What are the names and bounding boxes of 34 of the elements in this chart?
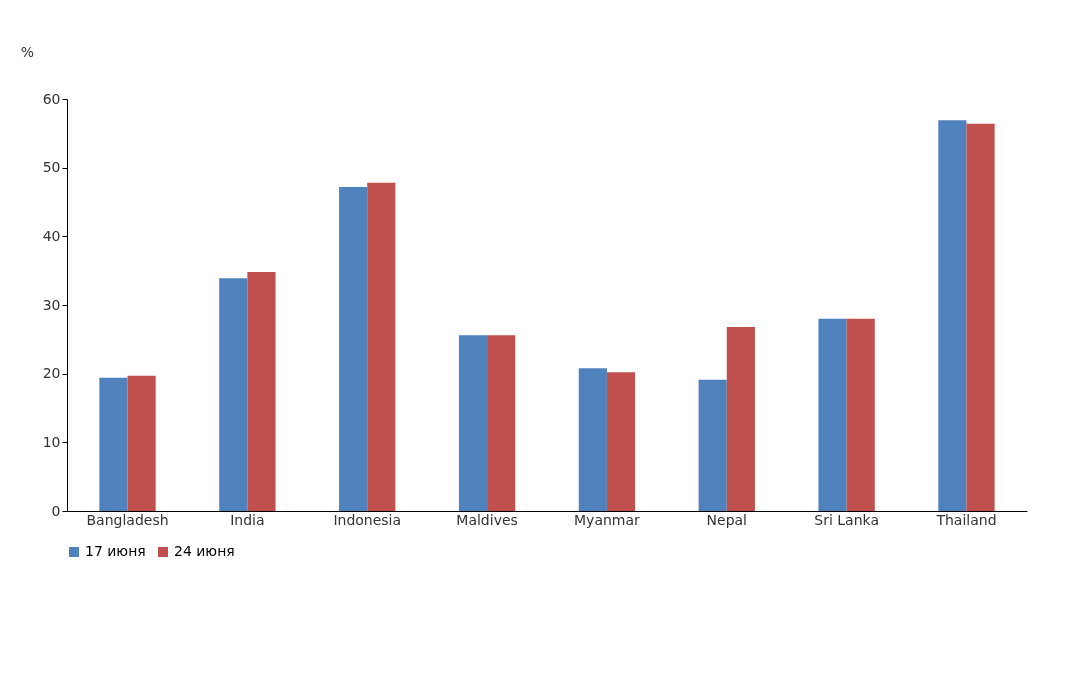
bar	[458, 335, 488, 511]
y-tick-label: 10	[42, 433, 61, 450]
y-tick-label: 50	[42, 159, 61, 176]
bar	[219, 278, 248, 511]
x-tick-label: India	[230, 511, 265, 528]
x-tick-label: Thailand	[935, 511, 997, 528]
x-tick-label: Bangladesh	[86, 511, 169, 528]
bar	[698, 379, 727, 511]
y-tick-label: 30	[42, 296, 61, 313]
bar	[578, 368, 607, 511]
bar	[127, 375, 156, 511]
bar	[99, 377, 128, 511]
y-tick-label: 40	[42, 227, 61, 244]
x-tick-label: Myanmar	[574, 511, 641, 528]
y-tick-label: 0	[51, 502, 61, 519]
y-tick-label: 20	[42, 365, 61, 382]
bar	[966, 123, 995, 511]
bar	[487, 335, 516, 511]
x-tick-label: Indonesia	[333, 511, 402, 528]
bar	[247, 272, 276, 511]
bar	[846, 318, 875, 511]
x-tick-label: Nepal	[706, 511, 747, 528]
legend-label: 24 июня	[174, 543, 235, 559]
x-tick-label: Maldives	[456, 511, 518, 528]
bar	[339, 186, 368, 511]
legend-label: 17 июня	[85, 543, 146, 559]
bar	[938, 120, 967, 511]
bar	[726, 326, 755, 511]
bar	[606, 372, 636, 511]
y-tick-label: 60	[42, 90, 61, 107]
y-axis-title: %	[20, 43, 35, 60]
x-tick-label: Sri Lanka	[814, 511, 879, 528]
bar	[367, 182, 396, 511]
bar	[818, 318, 847, 511]
